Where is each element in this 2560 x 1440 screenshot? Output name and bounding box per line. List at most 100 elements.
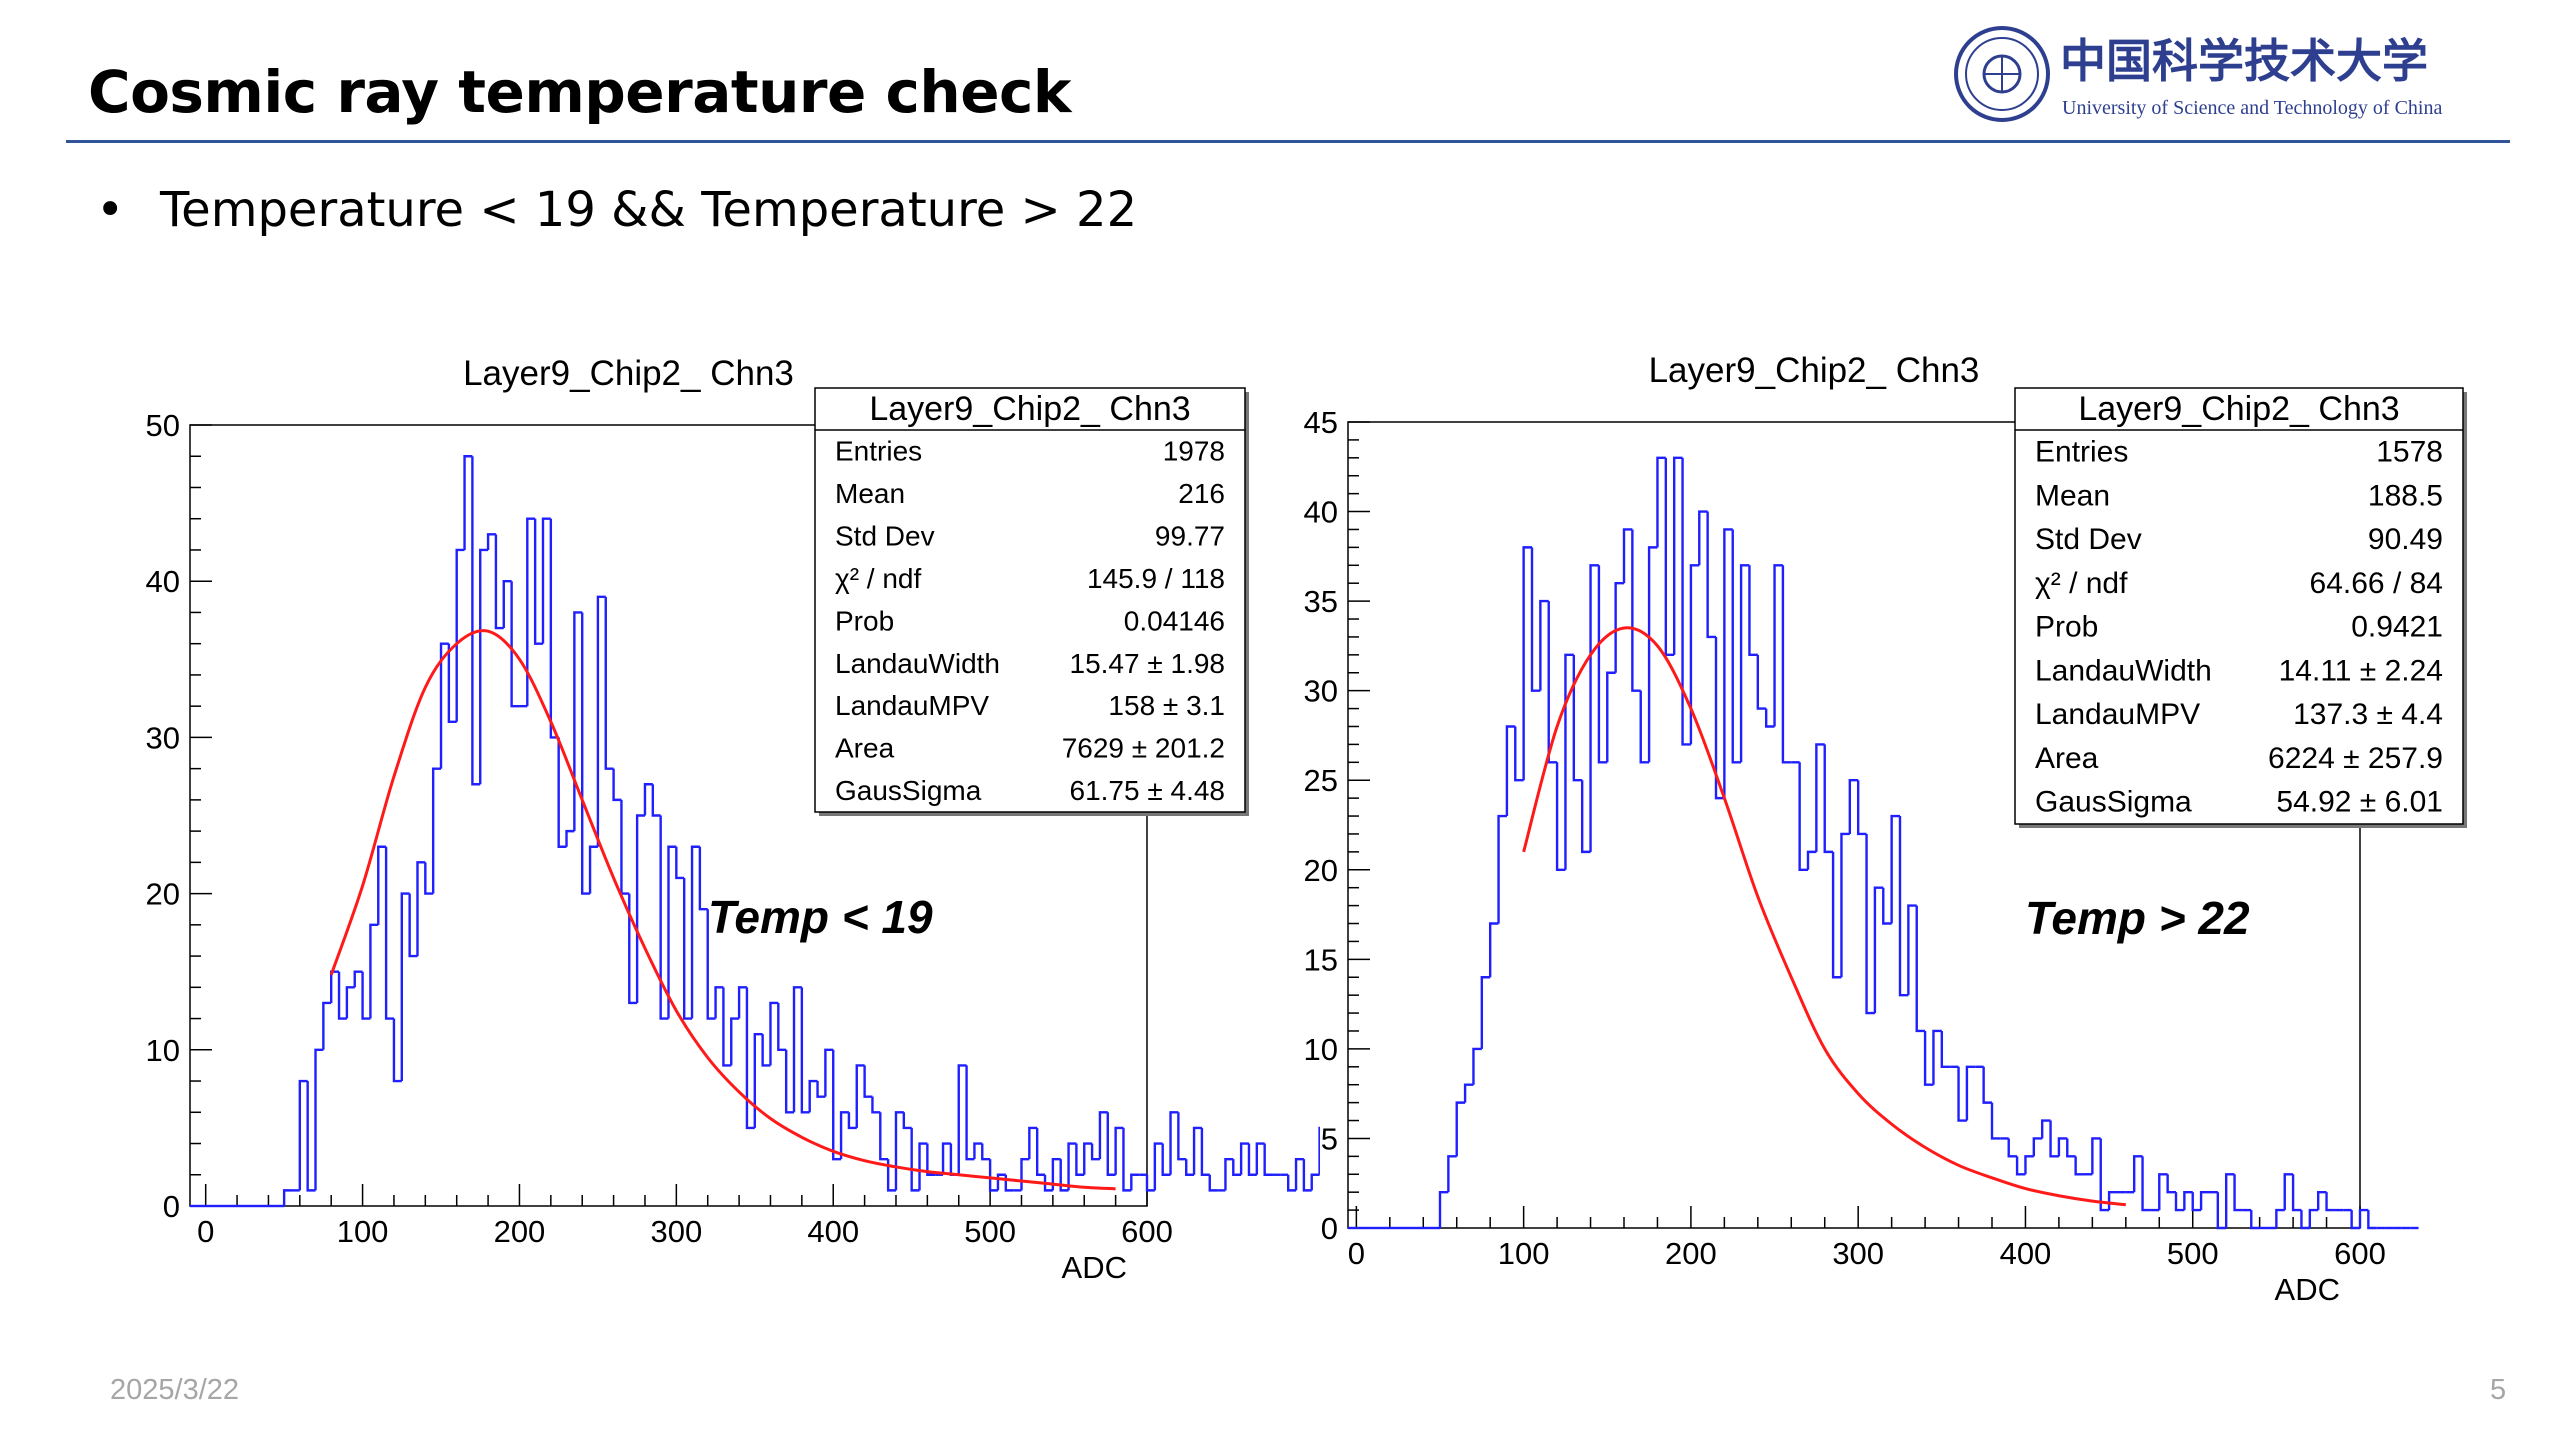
histogram-bin xyxy=(690,845,700,1019)
histogram-bin xyxy=(533,518,543,645)
stats-box xyxy=(2014,387,2464,825)
x-tick-label: 0 xyxy=(1348,1236,1365,1271)
histogram-bin xyxy=(886,1159,896,1192)
histogram-bin xyxy=(2250,1210,2260,1230)
histogram-bin xyxy=(1114,1126,1124,1175)
histogram-bin xyxy=(2174,1192,2185,1212)
stats-value: 216 xyxy=(1178,478,1225,509)
university-seal-icon xyxy=(1954,26,2050,122)
histogram-bin xyxy=(1161,1143,1171,1176)
stats-value: 14.11 ± 2.24 xyxy=(2279,654,2443,687)
histogram-bin xyxy=(1192,1126,1202,1175)
histogram-bin xyxy=(1990,1102,2001,1140)
stats-label: Mean xyxy=(2035,479,2110,512)
y-tick-label: 25 xyxy=(1304,763,1338,798)
histogram-bin xyxy=(981,1143,991,1161)
stats-value: 54.92 ± 6.01 xyxy=(2276,786,2443,819)
histogram-bin xyxy=(1848,779,1859,834)
chart-title: Layer9_Chip2_ Chn3 xyxy=(463,354,794,393)
histogram-bin xyxy=(1302,1159,1312,1192)
histogram-bin xyxy=(541,517,551,644)
y-tick-label: 35 xyxy=(1304,584,1338,619)
histogram-bin xyxy=(1514,726,1524,782)
x-tick-label: 0 xyxy=(197,1214,214,1249)
histogram-bin xyxy=(1020,1157,1030,1191)
histogram-bin xyxy=(965,1065,975,1161)
histogram-bin xyxy=(894,1111,904,1191)
histogram-bin xyxy=(1840,832,1850,978)
y-tick-label: 20 xyxy=(1304,853,1338,888)
histogram-bin xyxy=(612,768,622,802)
stats-value: 7629 ± 201.2 xyxy=(1062,733,1225,764)
histogram-bin xyxy=(1106,1112,1116,1176)
stats-value: 6224 ± 257.9 xyxy=(2268,742,2443,775)
histogram-bin xyxy=(314,1048,324,1191)
histogram-bin xyxy=(659,815,669,1020)
histogram-bin xyxy=(369,923,379,1019)
histogram-bin xyxy=(1232,1159,1242,1176)
histogram-bin xyxy=(1539,599,1549,691)
x-tick-label: 400 xyxy=(807,1214,859,1249)
temperature-annotation: Temp > 22 xyxy=(2025,892,2250,944)
y-tick-label: 10 xyxy=(1304,1032,1338,1067)
histogram-bin xyxy=(2074,1156,2084,1176)
histogram-bin xyxy=(1781,565,1792,764)
histogram-bin xyxy=(2040,1119,2051,1139)
histogram-bin xyxy=(1059,1159,1069,1192)
histogram-bin xyxy=(1185,1159,1195,1176)
histogram-bin xyxy=(1083,1142,1093,1175)
histogram-bin xyxy=(1153,1142,1163,1191)
histogram-bin xyxy=(871,1096,881,1114)
histogram-bin xyxy=(800,987,810,1114)
histogram-bin xyxy=(1932,1029,1942,1085)
histogram-bin xyxy=(439,642,449,769)
histogram-bin xyxy=(847,1112,857,1130)
histogram-right-canvas: Layer9_Chip2_ Chn3 0 5 10 15 20 25 30 35 40 45 0 100… xyxy=(1304,351,2467,1307)
histogram-bin xyxy=(455,548,465,722)
y-tick-label: 0 xyxy=(163,1189,180,1224)
stats-label: Std Dev xyxy=(2035,523,2142,556)
histogram-bin xyxy=(753,1032,763,1128)
histogram-left: Layer9_Chip2_ Chn3 0 10 20 30 40 50 0 100 200 300 4… xyxy=(80,310,1320,1310)
histogram-bin xyxy=(1169,1111,1179,1175)
histogram-bin xyxy=(377,845,387,925)
histogram-bin xyxy=(1090,1143,1100,1161)
histogram-bin xyxy=(1035,1127,1046,1176)
histogram-bin xyxy=(1589,564,1599,852)
y-tick-label: 10 xyxy=(146,1033,180,1068)
histogram-bin xyxy=(973,1142,983,1160)
logo-chinese-name: 中国科学技术大学 xyxy=(2060,34,2428,88)
stats-value: 1578 xyxy=(2376,436,2443,469)
y-tick-label: 40 xyxy=(146,564,180,599)
histogram-bin xyxy=(902,1112,912,1130)
histogram-bin xyxy=(926,1143,936,1176)
histogram-bin xyxy=(424,862,434,895)
y-tick-label: 30 xyxy=(1304,674,1338,709)
histogram-bin xyxy=(1806,850,1817,870)
histogram-bin xyxy=(1672,456,1683,655)
histogram-bin xyxy=(1555,762,1566,871)
x-tick-label: 400 xyxy=(2000,1236,2052,1271)
histogram-bin xyxy=(1764,708,1775,728)
histogram-right: Layer9_Chip2_ Chn3 0 5 10 15 20 25 30 35 40 45 0 100… xyxy=(1280,310,2520,1310)
y-tick-label: 5 xyxy=(1321,1121,1338,1156)
histogram-bin xyxy=(2024,1155,2034,1175)
x-axis-label: ADC xyxy=(2275,1272,2340,1307)
histogram-bin xyxy=(1098,1111,1108,1160)
histogram-bin xyxy=(1122,1127,1132,1192)
histogram-bin xyxy=(1208,1174,1218,1192)
y-tick-label: 0 xyxy=(1321,1211,1338,1246)
histogram-bin xyxy=(1239,1142,1249,1175)
histogram-bin xyxy=(1004,1174,1014,1192)
histogram-bin xyxy=(345,986,355,1019)
histogram-bin xyxy=(565,829,575,847)
histogram-bin xyxy=(855,1064,865,1128)
histogram-bin xyxy=(1798,762,1808,871)
university-logo: 中国科学技术大学 University of Science and Techn… xyxy=(1954,26,2442,122)
histogram-bin xyxy=(730,1017,740,1066)
stats-value: 90.49 xyxy=(2368,523,2443,556)
histogram-bin xyxy=(628,893,638,1005)
stats-label: χ² / ndf xyxy=(835,563,922,594)
histogram-bin xyxy=(1447,1155,1457,1193)
